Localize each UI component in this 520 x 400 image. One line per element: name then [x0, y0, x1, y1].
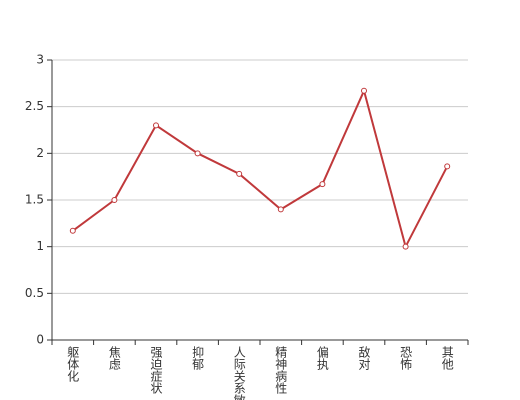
x-tick-label: 敌对 — [357, 345, 371, 370]
y-tick-label: 3 — [36, 53, 44, 67]
x-tick-label: 人际关系敏感 — [232, 346, 246, 400]
x-tick-label: 偏执 — [315, 345, 329, 371]
y-tick-label: 0.5 — [25, 286, 44, 300]
point — [111, 197, 118, 203]
x-tick-label: 其他 — [440, 346, 454, 370]
x-tick-label: 焦虑 — [107, 346, 121, 370]
line — [72, 87, 449, 250]
point — [153, 122, 159, 129]
point — [361, 87, 367, 94]
point — [444, 163, 451, 170]
x-tick-label: 躯体化 — [66, 345, 80, 383]
y-tick-label: 1 — [36, 239, 44, 253]
point — [69, 227, 76, 234]
y-tick-label: 1.5 — [25, 193, 44, 207]
point — [236, 170, 243, 177]
x-tick-label: 恐怖 — [399, 346, 413, 370]
point — [194, 150, 201, 157]
x-tick-label: 强迫症状 — [149, 346, 163, 394]
point — [319, 181, 326, 188]
x-tick-label: 抑郁 — [191, 345, 205, 371]
point — [402, 243, 409, 250]
x-tick-label: 精神病性 — [274, 346, 288, 395]
point — [277, 206, 284, 213]
y-tick-label: 2.5 — [25, 99, 44, 113]
y-tick-label: 0 — [36, 333, 44, 347]
y-tick-label: 2 — [36, 146, 44, 160]
